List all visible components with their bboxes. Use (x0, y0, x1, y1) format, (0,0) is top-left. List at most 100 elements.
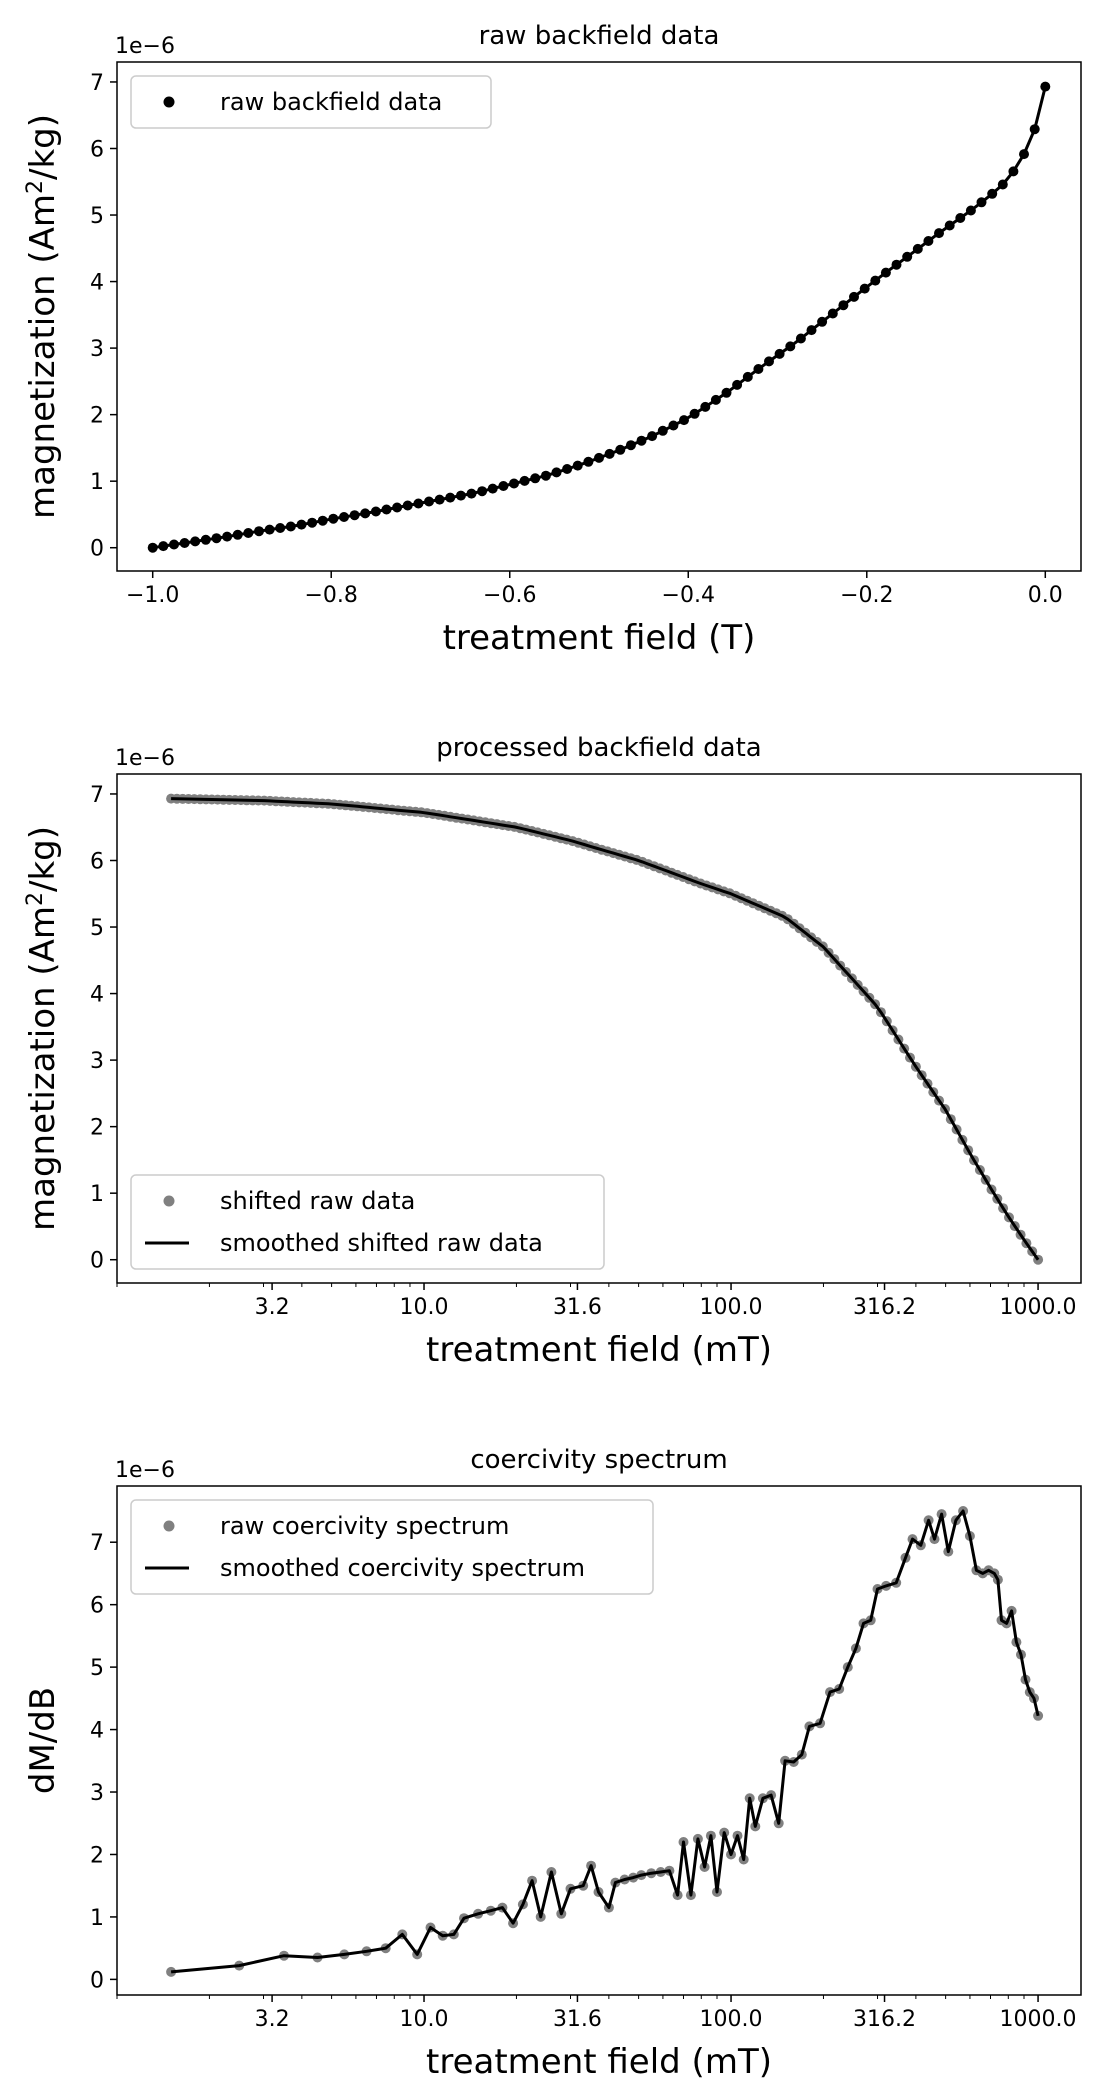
y-tick-label: 6 (90, 1594, 104, 1619)
y-offset-text: 1e−6 (115, 746, 175, 771)
data-point (370, 506, 381, 517)
data-point (795, 333, 806, 344)
chart-panel-2: 3.2 10.0 31.6 100.0 316.2 1000.0 0 1 2 3 4 5 6 7 1e−6 p… (23, 733, 1082, 1370)
y-tick-label: 6 (90, 849, 104, 874)
y-tick-label: 7 (90, 71, 104, 96)
data-point (944, 220, 955, 231)
data-point (997, 179, 1008, 190)
x-tick-label: 316.2 (853, 2007, 916, 2032)
x-axis-label: treatment field (mT) (426, 2042, 772, 2082)
data-point (392, 502, 403, 513)
x-tick-label: 10.0 (400, 1295, 449, 1320)
data-point (222, 531, 233, 542)
y-tick-label: 1 (90, 470, 104, 495)
plot-frame (116, 61, 1082, 572)
data-point (317, 515, 328, 526)
data-point (668, 420, 679, 431)
data-point (211, 533, 222, 544)
data-point (158, 541, 169, 552)
x-tick-label: −0.2 (840, 583, 893, 608)
series-line (152, 86, 1047, 550)
legend-label: raw coercivity spectrum (220, 1512, 509, 1540)
y-axis-label: dM/dB (23, 1687, 63, 1794)
series-line (170, 1509, 1040, 1974)
legend-box (130, 1174, 605, 1270)
y-tick-label: 7 (90, 783, 104, 808)
data-point (275, 523, 286, 533)
legend-box (130, 1499, 654, 1595)
x-tick-label: 31.6 (553, 2007, 602, 2032)
y-tick-label: 5 (90, 204, 104, 229)
data-point (987, 188, 998, 199)
plot-frame (116, 1485, 1082, 1996)
data-point (455, 490, 466, 501)
x-axis-label: treatment field (T) (443, 618, 756, 658)
data-point (700, 401, 711, 412)
data-point (169, 539, 179, 550)
y-tick-label: 5 (90, 916, 104, 941)
y-tick-label: 2 (90, 1843, 104, 1868)
x-tick-label: 100.0 (700, 2007, 763, 2032)
y-tick-label: 4 (90, 983, 104, 1008)
x-tick-label: 316.2 (853, 1295, 916, 1320)
data-point (721, 387, 732, 398)
data-point (615, 444, 626, 455)
chart-title: coercivity spectrum (470, 1445, 727, 1475)
y-axis-label: magnetization (Am2/kg) (23, 826, 63, 1231)
y-tick-label: 6 (90, 137, 104, 162)
data-point (339, 512, 349, 522)
data-point (594, 452, 604, 463)
legend-swatch (163, 1520, 175, 1532)
data-point (530, 473, 541, 484)
chart-panel-3: 3.2 10.0 31.6 100.0 316.2 1000.0 0 1 2 3 4 5 6 7 1e−6 c… (23, 1445, 1082, 2082)
data-point (827, 308, 838, 319)
data-point (328, 513, 339, 524)
data-point (487, 483, 498, 494)
data-point (200, 534, 211, 545)
data-point (764, 356, 774, 367)
data-point (636, 435, 647, 446)
data-point (498, 481, 509, 491)
legend-label: smoothed shifted raw data (220, 1229, 543, 1257)
data-point (785, 341, 796, 352)
data-point (689, 408, 700, 419)
data-point (243, 528, 254, 538)
data-point (232, 529, 243, 540)
x-tick-label: 3.2 (255, 2007, 290, 2032)
legend-swatch (163, 96, 175, 108)
legend: raw coercivity spectrum smoothed coercivi… (130, 1499, 654, 1595)
data-point (774, 348, 785, 359)
chart-panel-1: −1.0 −0.8 −0.6 −0.4 −0.2 0.0 0 1 2 3 4 5 6 7 1e−6 raw b… (23, 21, 1082, 658)
x-tick-label: 3.2 (255, 1295, 290, 1320)
x-axis-label: treatment field (mT) (426, 1330, 772, 1370)
data-point (562, 464, 573, 474)
y-tick-label: 4 (90, 271, 104, 296)
data-point (891, 259, 902, 270)
data-point (657, 425, 668, 436)
data-point (466, 488, 477, 499)
data-point (647, 431, 658, 442)
data-point (434, 494, 445, 505)
data-point (732, 379, 743, 390)
plot-frame (116, 773, 1082, 1284)
data-point (806, 325, 817, 336)
data-point (551, 467, 562, 478)
data-point (859, 283, 870, 294)
y-tick-label: 0 (90, 537, 104, 562)
data-point (923, 236, 934, 246)
y-tick-label: 3 (90, 1781, 104, 1806)
legend-swatch (163, 1195, 175, 1207)
data-point (381, 504, 392, 515)
data-point (912, 243, 923, 254)
legend: shifted raw data smoothed shifted raw dat… (130, 1174, 605, 1270)
y-tick-label: 0 (90, 1968, 104, 1993)
y-axis-label: magnetization (Am2/kg) (23, 114, 63, 519)
legend-label: smoothed coercivity spectrum (220, 1554, 585, 1582)
data-point (424, 496, 434, 507)
x-tick-label: −0.6 (483, 583, 536, 608)
data-point (402, 500, 413, 511)
data-point (625, 440, 636, 451)
data-point (583, 456, 594, 467)
data-point (360, 508, 371, 519)
